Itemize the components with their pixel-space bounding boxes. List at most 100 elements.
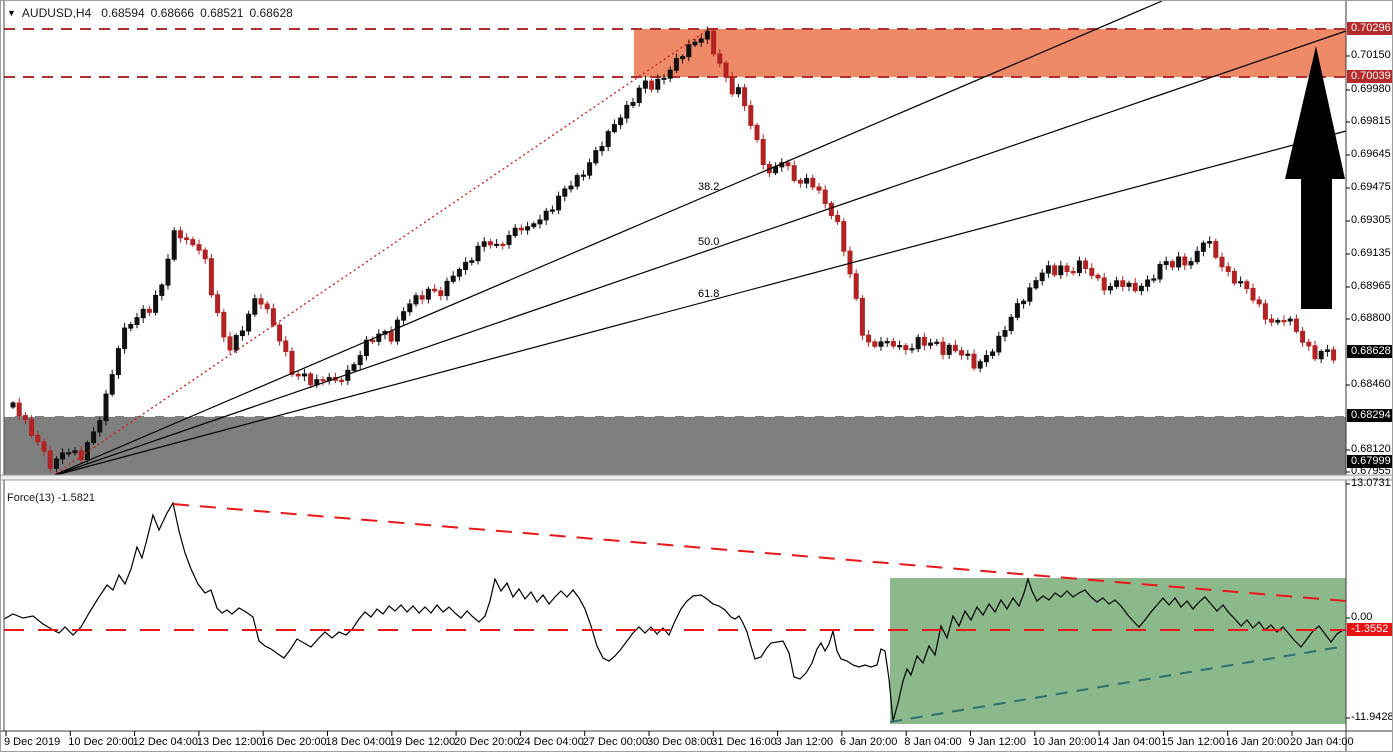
candle-body (1324, 349, 1330, 352)
candle-body (1176, 256, 1182, 268)
candle-body (1293, 318, 1299, 332)
candle-body (308, 373, 314, 386)
candle-body (469, 260, 475, 263)
symbol-dropdown-icon[interactable]: ▼ (7, 8, 16, 18)
candle-body (103, 393, 109, 422)
time-scale-label: 3 Jan 12:00 (775, 736, 834, 748)
time-scale-label: 19 Dec 12:00 (389, 736, 456, 748)
axis-scale-label: 13.0731 (1351, 477, 1391, 489)
axis-scale-label: 0.69980 (1351, 83, 1391, 95)
candle-body (983, 354, 989, 363)
price-tag: 0.67999 (1347, 455, 1392, 468)
candle-body (655, 78, 661, 90)
time-scale-label: 15 Jan 12:00 (1161, 736, 1226, 748)
candle-body (481, 241, 487, 247)
candle-body (16, 402, 22, 417)
candle-body (928, 342, 934, 346)
candle-body (1145, 279, 1151, 287)
candle-body (1300, 330, 1306, 343)
candle-body (804, 178, 810, 184)
candle-body (1045, 265, 1051, 274)
candle-body (1033, 280, 1039, 289)
candle-body (760, 139, 766, 166)
pane-divider[interactable] (1, 475, 1393, 480)
candle-body (78, 450, 84, 461)
candle-body (487, 241, 493, 246)
symbol-label: AUDUSD,H4 (21, 6, 92, 20)
candle-body (915, 336, 921, 350)
candle-body (115, 348, 121, 376)
price-axis[interactable]: 0.70296 0.70150 0.70039 0.69980 0.69815 0.696… (1346, 1, 1392, 731)
time-scale-label: 30 Dec 08:00 (647, 736, 713, 748)
candle-body (202, 249, 208, 260)
candle-body (1225, 266, 1231, 272)
candle-body (723, 62, 729, 78)
candle-body (890, 341, 896, 347)
candle-body (1219, 256, 1225, 268)
candle-body (239, 330, 245, 337)
candle-body (171, 230, 177, 260)
candle-body (506, 234, 512, 245)
candle-body (512, 227, 518, 236)
candle-body (946, 344, 952, 355)
indicator-label: Force(13) -1.5821 (7, 492, 96, 504)
candle-body (729, 76, 735, 95)
time-scale-label: 18 Dec 04:00 (325, 736, 391, 748)
candle-body (1312, 345, 1318, 360)
candle-body (60, 452, 66, 460)
candle-body (1089, 267, 1095, 276)
time-scale-label: 9 Jan 12:00 (968, 736, 1027, 748)
candle-body (1262, 303, 1268, 320)
candle-body (549, 209, 555, 212)
candle-body (1207, 241, 1213, 244)
time-scale-label: 16 Jan 20:00 (1225, 736, 1290, 748)
candle-body (1107, 285, 1113, 291)
candle-body (841, 221, 847, 252)
axis-scale-label: 0.67955 (1351, 465, 1391, 477)
candle-body (165, 258, 171, 286)
candle-body (72, 450, 78, 454)
force-down-trendline (172, 503, 1347, 602)
axis-scale-label: 0.70150 (1351, 49, 1391, 61)
candle-body (35, 434, 41, 443)
candle-body (351, 364, 357, 371)
candle-body (828, 202, 834, 216)
candle-body (463, 261, 469, 270)
candle-body (401, 311, 407, 321)
candle-body (394, 319, 400, 342)
candle-body (1281, 320, 1287, 323)
candle-body (686, 44, 692, 58)
price-tag: 0.68628 (1347, 345, 1392, 358)
ohlc-low: 0.68521 (200, 6, 244, 20)
chart-header: ▼ AUDUSD,H4 0.68594 0.68666 0.68521 0.68… (7, 6, 293, 20)
candle-body (1014, 303, 1020, 318)
candle-body (456, 268, 462, 277)
candle-body (568, 185, 574, 190)
candle-body (878, 341, 884, 347)
support-zone (4, 416, 1346, 477)
up-arrow (1285, 46, 1345, 309)
candle-body (301, 373, 307, 377)
candle-body (252, 298, 258, 315)
ohlc-close: 0.68628 (249, 6, 293, 20)
fib-fan-ray (51, 1, 1163, 477)
candle-body (97, 420, 103, 433)
candle-body (599, 146, 605, 152)
candle-body (1039, 272, 1045, 282)
candle-body (184, 237, 190, 241)
candle-body (53, 458, 59, 469)
candle-body (1238, 281, 1244, 284)
candle-body (215, 294, 221, 314)
axis-scale-label: 0.68120 (1351, 443, 1391, 455)
candle-body (1269, 318, 1275, 323)
candle-body (221, 312, 227, 338)
candle-body (605, 131, 611, 148)
candle-body (990, 351, 996, 356)
candle-body (258, 298, 264, 305)
time-axis[interactable]: 9 Dec 2019 10 Dec 20:00 12 Dec 04:00 13 Dec… (1, 731, 1392, 751)
candle-body (587, 162, 593, 176)
candle-body (1132, 282, 1138, 292)
time-scale-label: 10 Jan 20:00 (1032, 736, 1097, 748)
candle-body (1182, 256, 1188, 266)
